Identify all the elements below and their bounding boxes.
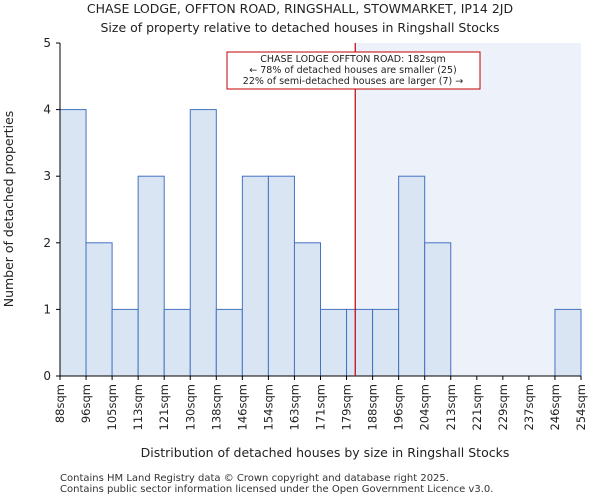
x-tick-label: 96sqm (79, 384, 93, 423)
x-tick-label: 163sqm (287, 384, 301, 430)
bar-154sqm (267, 175, 295, 377)
x-tick-label: 121sqm (157, 384, 171, 430)
bar-163sqm (293, 242, 322, 377)
annotation-line-3: 22% of semi-detached houses are larger (… (243, 76, 463, 87)
x-tick-label: 179sqm (340, 384, 354, 430)
x-tick-label: 146sqm (235, 384, 249, 430)
x-ticks: 88sqm 96sqm 105sqm 113sqm 121sqm 130sqm 138sqm… (53, 376, 588, 430)
x-tick-label: 130sqm (183, 384, 197, 430)
bar-113sqm (137, 175, 165, 377)
x-tick-label: 138sqm (209, 384, 223, 430)
x-tick-label: 204sqm (418, 384, 432, 430)
bar-246sqm (554, 308, 582, 377)
x-tick-label: 171sqm (314, 384, 328, 430)
x-tick-label: 196sqm (392, 384, 406, 430)
annotation-line-2: ← 78% of detached houses are smaller (25… (249, 65, 456, 76)
x-tick-label: 154sqm (261, 384, 275, 430)
x-tick-label: 229sqm (496, 384, 510, 430)
bar-105sqm (111, 308, 139, 377)
x-tick-label: 105sqm (105, 384, 119, 430)
bar-96sqm (85, 242, 113, 377)
annotation-box (226, 51, 481, 90)
footer-copyright: Contains HM Land Registry data © Crown c… (60, 473, 449, 484)
bar-204sqm (424, 242, 452, 377)
y-tick-label: 4 (43, 103, 51, 117)
x-tick-label: 188sqm (366, 384, 380, 430)
bar-188sqm (372, 308, 400, 377)
annotation-line-1: CHASE LODGE OFFTON ROAD: 182sqm (260, 54, 445, 65)
bar-130sqm (189, 109, 217, 377)
y-tick-label: 2 (43, 236, 51, 250)
x-axis-label: Distribution of detached houses by size … (141, 445, 510, 460)
bar-179sqm (346, 308, 374, 377)
chart-title: CHASE LODGE, OFFTON ROAD, RINGSHALL, STO… (86, 1, 514, 16)
bar-121sqm (163, 308, 191, 377)
x-tick-label: 237sqm (522, 384, 536, 430)
y-axis-label: Number of detached properties (1, 111, 16, 308)
x-tick-label: 254sqm (574, 384, 588, 430)
bar-171sqm (320, 308, 348, 377)
bar-146sqm (241, 175, 269, 377)
bar-138sqm (215, 308, 243, 377)
footer-licence: Contains public sector information licen… (60, 484, 494, 495)
bar-196sqm (398, 175, 426, 377)
x-tick-label: 88sqm (53, 384, 67, 423)
y-tick-label: 3 (43, 169, 51, 183)
x-tick-label: 213sqm (444, 384, 458, 430)
bar-88sqm (59, 109, 87, 377)
y-tick-label: 5 (43, 36, 51, 50)
y-ticks: 0 1 2 3 4 5 (43, 36, 60, 383)
bars-group (59, 109, 582, 377)
chart-subtitle: Size of property relative to detached ho… (100, 20, 500, 35)
x-tick-label: 113sqm (131, 384, 145, 430)
y-tick-label: 0 (43, 369, 51, 383)
y-tick-label: 1 (43, 302, 51, 316)
x-tick-label: 246sqm (548, 384, 562, 430)
x-tick-label: 221sqm (470, 384, 484, 430)
